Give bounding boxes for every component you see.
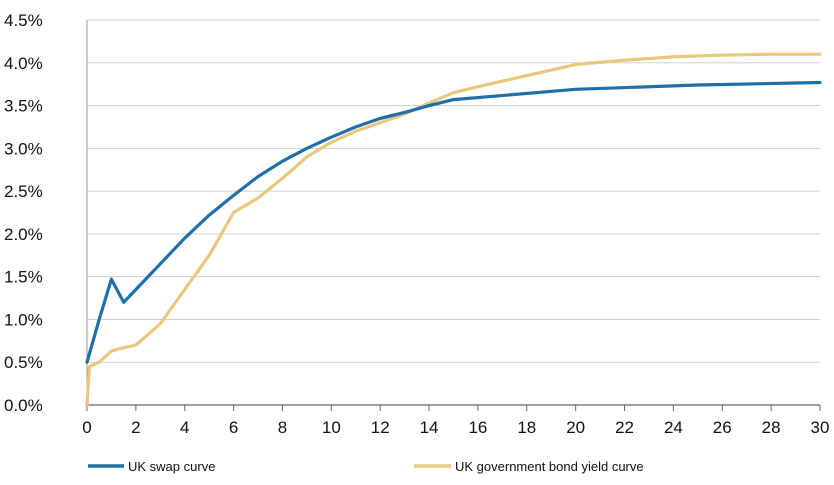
x-tick-label: 18 [517, 418, 536, 437]
x-axis-ticks: 0 2 4 6 8 10 12 14 16 18 20 22 24 26 28 30 [82, 405, 829, 437]
y-tick-label: 4.0% [4, 54, 43, 73]
x-tick-label: 8 [278, 418, 287, 437]
y-tick-label: 1.5% [4, 268, 43, 287]
x-tick-label: 6 [229, 418, 238, 437]
x-tick-label: 26 [713, 418, 732, 437]
x-tick-label: 24 [664, 418, 683, 437]
x-tick-label: 14 [420, 418, 439, 437]
y-tick-label: 3.5% [4, 97, 43, 116]
y-tick-label: 4.5% [4, 11, 43, 30]
y-tick-label: 3.0% [4, 139, 43, 158]
x-tick-label: 20 [566, 418, 585, 437]
legend: UK swap curve UK government bond yield cu… [88, 459, 644, 474]
y-tick-label: 2.0% [4, 225, 43, 244]
gridlines [87, 19, 820, 363]
y-tick-label: 0.5% [4, 353, 43, 372]
y-tick-label: 1.0% [4, 310, 43, 329]
axes [86, 20, 820, 406]
legend-label-0: UK swap curve [128, 459, 215, 474]
x-tick-label: 10 [322, 418, 341, 437]
series-line-1 [85, 52, 822, 407]
y-tick-label: 0.0% [4, 396, 43, 415]
x-tick-label: 0 [82, 418, 91, 437]
series-lines [85, 52, 822, 407]
x-tick-label: 16 [468, 418, 487, 437]
x-tick-label: 2 [131, 418, 140, 437]
y-axis-ticks: 0.0% 0.5% 1.0% 1.5% 2.0% 2.5% 3.0% 3.5% 4.0% 4.5% [4, 11, 43, 415]
x-tick-label: 12 [371, 418, 390, 437]
x-tick-label: 28 [762, 418, 781, 437]
legend-label-1: UK government bond yield curve [455, 459, 644, 474]
x-tick-label: 22 [615, 418, 634, 437]
x-tick-label: 4 [180, 418, 189, 437]
x-tick-label: 30 [811, 418, 830, 437]
y-tick-label: 2.5% [4, 182, 43, 201]
series-line-0 [85, 80, 822, 364]
